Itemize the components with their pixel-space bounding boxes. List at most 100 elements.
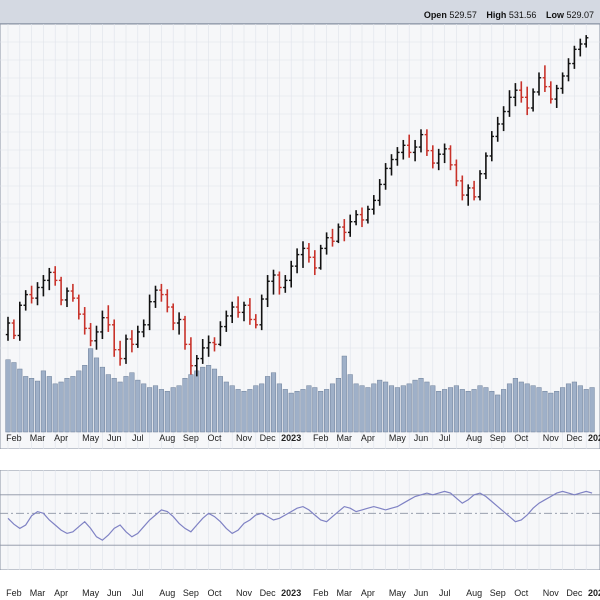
ohlc-bar [41,275,46,297]
volume-bar [182,378,188,433]
volume-bar [418,378,424,433]
ohlc-bar [200,339,205,364]
ohlc-bar [495,116,500,142]
month-tick-label: Jun [107,588,122,598]
month-tick-label: May [389,433,407,443]
indicator-panel [0,470,600,570]
volume-bar [318,390,324,433]
ohlc-bar [448,145,453,171]
volume-bar [306,385,312,433]
ohlc-bar [17,301,22,341]
volume-bar [377,379,383,433]
volume-bar [229,385,235,433]
volume-bar [176,385,182,433]
volume-bar [548,392,554,433]
ohlc-bar [212,337,217,352]
volume-bar [152,385,159,433]
ohlc-bar [129,330,135,353]
panel-frame [0,470,600,570]
ohlc-bar [401,139,406,160]
ohlc-bar [29,285,34,304]
ohlc-bar [76,294,81,320]
month-tick-label: Mar [337,433,353,443]
month-tick-label: Oct [207,433,222,443]
volume-bar [52,383,58,433]
volume-bar [270,372,277,433]
volume-bar [542,390,548,433]
month-tick-label: Nov [236,433,253,443]
volume-bar [365,387,371,433]
high-value: 531.56 [508,10,537,20]
volume-bar [147,387,153,433]
ohlc-bar [471,180,477,201]
month-tick-label: Aug [466,588,482,598]
ohlc-bar [348,214,353,237]
volume-bar [512,378,518,433]
month-tick-label: Feb [313,588,329,598]
volume-bar [88,348,94,433]
month-tick-label: Sep [183,433,199,443]
ohlc-bar [265,275,270,308]
volume-bar [324,389,330,433]
ohlc-bar [53,266,58,286]
ohlc-header: Open 529.57 High 531.56 Low 529.07 [0,0,600,24]
ohlc-bar [230,301,235,324]
ohlc-bar [100,310,105,340]
ohlc-bar [507,90,512,117]
volume-bar [524,383,530,433]
volume-bar [483,387,489,433]
volume-bar [40,370,46,433]
ohlc-bar [365,205,371,224]
volume-bar [23,376,29,433]
ohlc-bar [407,134,412,158]
ohlc-bar [58,276,64,306]
high-label: High [486,10,507,20]
ohlc-bar [418,129,424,153]
volume-bar [241,390,247,433]
ohlc-bar [141,319,146,338]
volume-bar [577,385,583,433]
volume-bar [29,378,35,433]
ohlc-bar [383,163,388,190]
volume-bar [571,381,577,433]
volume-bar [560,387,566,433]
volume-bar [93,357,100,433]
ohlc-bar [82,307,87,335]
volume-bar [111,378,117,433]
volume-bar [383,381,389,433]
ohlc-bar [342,219,347,242]
ohlc-bar [70,283,76,302]
volume-bar [465,390,471,433]
ohlc-bar [460,175,465,201]
ohlc-bar [277,271,282,295]
month-tick-label: Dec [260,588,277,598]
month-tick-label: Oct [514,588,529,598]
volume-bar [129,372,135,433]
month-tick-label: Sep [490,588,506,598]
ohlc-bar [94,325,99,350]
volume-bar [223,381,229,433]
ohlc-bar [578,38,583,57]
ohlc-bar [454,159,459,187]
ohlc-bar [253,314,258,329]
volume-bar [265,376,271,433]
month-tick-label: Mar [337,588,353,598]
month-tick-label: 2023 [281,433,301,443]
volume-bar [495,394,501,433]
volume-bar [99,366,105,433]
volume-bar [82,365,88,433]
ohlc-bar [47,267,52,291]
month-tick-label: Dec [566,433,583,443]
month-tick-label: Nov [543,433,560,443]
ohlc-bar [324,232,329,255]
volume-bar [477,385,483,433]
month-tick-label: Dec [566,588,583,598]
ohlc-bar [530,88,536,112]
month-tick-label: Apr [361,588,375,598]
volume-bar [447,387,454,433]
ohlc-bar [436,148,441,171]
volume-bar [300,389,306,433]
month-tick-label: Aug [159,433,175,443]
volume-bar [58,381,64,433]
